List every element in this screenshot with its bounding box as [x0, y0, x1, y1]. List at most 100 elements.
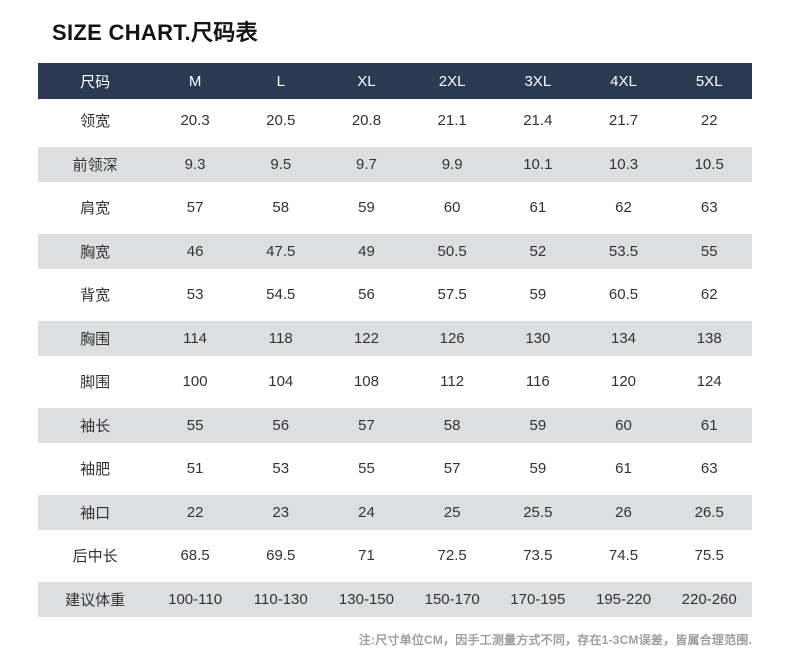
value-cell: 69.5 — [266, 547, 296, 565]
value-cell: 220-260 — [681, 590, 737, 608]
header-cell: 5XL — [695, 72, 723, 90]
row-label: 袖肥 — [80, 461, 111, 479]
header-cell: 2XL — [438, 72, 466, 90]
row-label: 建议体重 — [65, 591, 126, 609]
value-cell: 73.5 — [523, 547, 553, 565]
header-cell-size: 尺码 — [80, 73, 111, 91]
value-cell: 9.5 — [270, 155, 292, 173]
row-label: 领宽 — [80, 113, 111, 131]
value-cell: 130 — [525, 329, 551, 347]
value-cell: 53 — [186, 286, 204, 304]
value-cell: 49 — [358, 242, 375, 260]
value-cell: 20.3 — [180, 112, 210, 130]
value-cell: 56 — [272, 416, 290, 434]
value-cell: 51 — [186, 460, 204, 478]
value-cell: 57 — [443, 460, 461, 478]
value-cell: 10.3 — [608, 155, 639, 173]
header-cell: 3XL — [524, 72, 552, 90]
table-row: 袖长 55 56 57 58 59 60 61 — [38, 403, 752, 447]
value-cell: 9.9 — [441, 155, 463, 173]
value-cell: 124 — [696, 373, 722, 391]
value-cell: 74.5 — [608, 547, 639, 565]
table-row: 胸宽 46 47.5 49 50.5 52 53.5 55 — [38, 229, 752, 273]
table-body: 领宽 20.3 20.5 20.8 21.1 21.4 21.7 22 前领深 9.3 9.5 9.7… — [38, 99, 752, 621]
value-cell: 100-110 — [168, 590, 223, 608]
row-label: 后中长 — [72, 548, 118, 566]
value-cell: 112 — [440, 373, 465, 391]
value-cell: 53 — [272, 460, 290, 478]
value-cell: 58 — [443, 416, 461, 434]
value-cell: 55 — [186, 416, 204, 434]
value-cell: 60.5 — [608, 286, 639, 304]
value-cell: 195-220 — [595, 590, 652, 608]
value-cell: 26 — [615, 503, 632, 521]
value-cell: 47.5 — [266, 242, 296, 260]
value-cell: 61 — [615, 460, 632, 478]
value-cell: 60 — [615, 416, 632, 434]
value-cell: 134 — [611, 329, 637, 347]
value-cell: 54.5 — [266, 286, 296, 304]
row-label: 胸宽 — [80, 243, 111, 261]
table-header-row: 尺码 M L XL 2XL 3XL 4XL 5XL — [38, 63, 752, 99]
value-cell: 59 — [529, 416, 547, 434]
value-cell: 59 — [529, 460, 547, 478]
value-cell: 50.5 — [437, 242, 467, 260]
page-title: SIZE CHART.尺码表 — [52, 20, 258, 45]
value-cell: 150-170 — [424, 590, 480, 608]
value-cell: 57 — [358, 416, 375, 434]
row-label: 袖口 — [80, 504, 111, 522]
value-cell: 56 — [358, 286, 375, 304]
value-cell: 57.5 — [437, 286, 467, 304]
row-label: 前领深 — [72, 156, 118, 174]
value-cell: 55 — [358, 460, 375, 478]
value-cell: 10.5 — [694, 155, 724, 173]
table-row: 建议体重 100-110 110-130 130-150 150-170 170-195 1… — [38, 577, 752, 621]
value-cell: 75.5 — [694, 547, 724, 565]
value-cell: 60 — [443, 199, 461, 217]
value-cell: 59 — [529, 286, 547, 304]
row-label: 袖长 — [80, 417, 111, 435]
table-row: 背宽 53 54.5 56 57.5 59 60.5 62 — [38, 273, 752, 317]
header-cell: M — [188, 72, 202, 90]
value-cell: 59 — [358, 199, 375, 217]
table-row: 后中长 68.5 69.5 71 72.5 73.5 74.5 75.5 — [38, 534, 752, 578]
value-cell: 170-195 — [510, 590, 566, 608]
value-cell: 114 — [183, 329, 208, 347]
value-cell: 46 — [186, 242, 204, 260]
row-label: 肩宽 — [80, 200, 111, 218]
table-row: 前领深 9.3 9.5 9.7 9.9 10.1 10.3 10.5 — [38, 142, 752, 186]
value-cell: 57 — [186, 199, 204, 217]
value-cell: 24 — [358, 503, 375, 521]
value-cell: 138 — [696, 329, 722, 347]
row-label: 脚围 — [80, 374, 111, 392]
value-cell: 22 — [700, 112, 718, 130]
value-cell: 10.1 — [523, 155, 553, 173]
table-row: 袖肥 51 53 55 57 59 61 63 — [38, 447, 752, 491]
value-cell: 108 — [353, 373, 379, 391]
value-cell: 20.8 — [351, 112, 382, 130]
header-cell: XL — [357, 72, 376, 90]
value-cell: 68.5 — [180, 547, 210, 565]
value-cell: 25 — [443, 503, 461, 521]
row-label: 背宽 — [80, 287, 111, 305]
value-cell: 21.1 — [437, 112, 467, 130]
value-cell: 100 — [182, 373, 208, 391]
value-cell: 58 — [272, 199, 290, 217]
value-cell: 72.5 — [437, 547, 467, 565]
value-cell: 126 — [439, 329, 465, 347]
value-cell: 26.5 — [694, 503, 724, 521]
value-cell: 61 — [529, 199, 547, 217]
table-row: 领宽 20.3 20.5 20.8 21.1 21.4 21.7 22 — [38, 99, 752, 143]
value-cell: 118 — [268, 329, 293, 347]
header-cell: L — [276, 72, 285, 90]
value-cell: 20.5 — [266, 112, 296, 130]
size-chart-table: 尺码 M L XL 2XL 3XL 4XL 5XL 领宽 20.3 20.5 20.8 21.1 21.… — [38, 63, 752, 621]
value-cell: 22 — [186, 503, 204, 521]
value-cell: 21.4 — [523, 112, 553, 130]
value-cell: 52 — [529, 242, 547, 260]
value-cell: 62 — [615, 199, 632, 217]
value-cell: 120 — [611, 373, 637, 391]
header-cell: 4XL — [610, 72, 637, 90]
value-cell: 122 — [353, 329, 379, 347]
